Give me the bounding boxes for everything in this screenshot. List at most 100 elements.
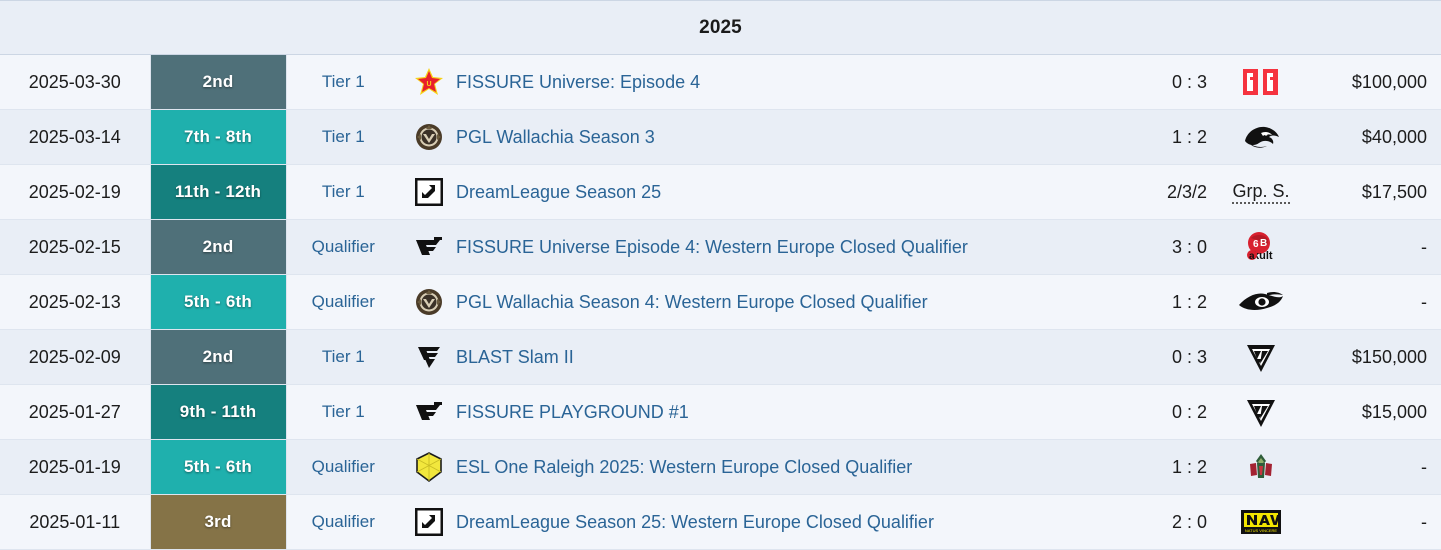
cell-date: 2025-02-19 <box>0 164 151 220</box>
tournament-results-table: 2025-03-30 2nd Tier 1 U FISSURE Universe: … <box>0 55 1441 550</box>
cell-date: 2025-02-13 <box>0 274 151 330</box>
cell-event: DreamLeague Season 25: Western Europe Cl… <box>400 494 1141 550</box>
cell-event: PGL Wallachia Season 4: Western Europe C… <box>400 274 1141 330</box>
cell-score: 0 : 3 <box>1141 55 1211 110</box>
cell-event: PGL Wallachia Season 3 <box>400 109 1141 165</box>
cell-score: 1 : 2 <box>1141 109 1211 165</box>
navi-logo[interactable]: NATUS VINCERE <box>1240 508 1282 536</box>
cell-opponent <box>1211 329 1311 385</box>
svg-text:NATUS VINCERE: NATUS VINCERE <box>1245 528 1277 533</box>
cell-prize: - <box>1311 274 1441 330</box>
results-table-body: 2025-03-30 2nd Tier 1 U FISSURE Universe: … <box>0 55 1441 550</box>
cell-prize: $100,000 <box>1311 55 1441 110</box>
team-secret-logo[interactable] <box>1237 289 1285 315</box>
cell-prize: $17,500 <box>1311 164 1441 220</box>
event-name-link[interactable]: DreamLeague Season 25 <box>456 181 662 202</box>
table-row: 2025-02-13 5th - 6th Qualifier PGL Wallach… <box>0 274 1441 330</box>
event-name-link[interactable]: BLAST Slam II <box>456 346 574 367</box>
table-row: 2025-01-19 5th - 6th Qualifier ESL One Ral… <box>0 439 1441 495</box>
svg-text:U: U <box>426 81 431 88</box>
tier-link[interactable]: Qualifier <box>286 274 400 330</box>
placement-badge: 2nd <box>150 55 286 109</box>
tier-link[interactable]: Qualifier <box>286 219 400 275</box>
event-name-link[interactable]: FISSURE PLAYGROUND #1 <box>456 401 689 422</box>
blast-icon <box>414 342 444 372</box>
placement-badge: 9th - 11th <box>150 385 286 439</box>
table-row: 2025-03-14 7th - 8th Tier 1 PGL Wallachia … <box>0 109 1441 165</box>
placement-badge: 2nd <box>150 330 286 384</box>
fissure-playground-icon <box>414 397 444 427</box>
event-name-link[interactable]: FISSURE Universe Episode 4: Western Euro… <box>456 236 968 257</box>
table-row: 2025-01-11 3rd Qualifier DreamLeague Seaso… <box>0 494 1441 550</box>
event-name-link[interactable]: ESL One Raleigh 2025: Western Europe Clo… <box>456 456 913 477</box>
cell-date: 2025-02-15 <box>0 219 151 275</box>
event-name-link[interactable]: FISSURE Universe: Episode 4 <box>456 71 701 92</box>
cell-placement: 9th - 11th <box>150 384 287 440</box>
cell-score: 0 : 3 <box>1141 329 1211 385</box>
cell-prize: - <box>1311 219 1441 275</box>
cell-event: FISSURE Universe Episode 4: Western Euro… <box>400 219 1141 275</box>
cell-placement: 7th - 8th <box>150 109 287 165</box>
tier-link[interactable]: Qualifier <box>286 494 400 550</box>
fissure-universe-icon: U <box>414 67 444 97</box>
cell-event: BLAST Slam II <box>400 329 1141 385</box>
cell-opponent <box>1211 55 1311 110</box>
cell-score: 2 : 0 <box>1141 494 1211 550</box>
cell-opponent <box>1211 109 1311 165</box>
cell-placement: 2nd <box>150 55 287 110</box>
cell-placement: 2nd <box>150 329 287 385</box>
team-falcons-logo[interactable] <box>1244 395 1278 429</box>
placement-badge: 2nd <box>150 220 286 274</box>
cell-opponent <box>1211 274 1311 330</box>
event-name-link[interactable]: PGL Wallachia Season 3 <box>456 126 655 147</box>
cell-placement: 3rd <box>150 494 287 550</box>
tundra-esports-logo[interactable] <box>1244 451 1278 483</box>
cell-placement: 5th - 6th <box>150 439 287 495</box>
tier-link[interactable]: Tier 1 <box>286 329 400 385</box>
bb-akult-logo[interactable]: 6 B kult a <box>1239 230 1283 264</box>
cell-placement: 5th - 6th <box>150 274 287 330</box>
cell-prize: $150,000 <box>1311 329 1441 385</box>
cell-date: 2025-01-19 <box>0 439 151 495</box>
pgl-wallachia-icon <box>414 287 444 317</box>
table-row: 2025-01-27 9th - 11th Tier 1 FISSURE PLAYG… <box>0 384 1441 440</box>
opponent-abbr[interactable]: Grp. S. <box>1232 181 1290 204</box>
placement-badge: 7th - 8th <box>150 110 286 164</box>
table-row: 2025-03-30 2nd Tier 1 U FISSURE Universe: … <box>0 55 1441 110</box>
event-name-link[interactable]: DreamLeague Season 25: Western Europe Cl… <box>456 511 934 532</box>
svg-text:B: B <box>1260 238 1267 249</box>
year-title: 2025 <box>699 16 742 38</box>
cell-event: FISSURE PLAYGROUND #1 <box>400 384 1141 440</box>
cell-prize: $40,000 <box>1311 109 1441 165</box>
team-spirit-dragon-logo[interactable] <box>1239 121 1283 153</box>
tier-link[interactable]: Tier 1 <box>286 164 400 220</box>
team-falcons-logo[interactable] <box>1244 340 1278 374</box>
tier-link[interactable]: Tier 1 <box>286 55 400 110</box>
tier-link[interactable]: Tier 1 <box>286 384 400 440</box>
cell-score: 3 : 0 <box>1141 219 1211 275</box>
cell-opponent <box>1211 384 1311 440</box>
cell-opponent <box>1211 439 1311 495</box>
svg-text:a: a <box>1249 251 1255 262</box>
tier-link[interactable]: Qualifier <box>286 439 400 495</box>
event-name-link[interactable]: PGL Wallachia Season 4: Western Europe C… <box>456 291 928 312</box>
svg-text:kult: kult <box>1253 250 1273 262</box>
placement-badge: 5th - 6th <box>150 440 286 494</box>
cell-opponent: 6 B kult a <box>1211 219 1311 275</box>
svg-text:6: 6 <box>1253 239 1259 250</box>
cell-date: 2025-03-30 <box>0 55 151 110</box>
cell-opponent: NATUS VINCERE <box>1211 494 1311 550</box>
table-row: 2025-02-09 2nd Tier 1 BLAST Slam II 0 : 3 $… <box>0 329 1441 385</box>
cell-score: 1 : 2 <box>1141 439 1211 495</box>
cell-date: 2025-03-14 <box>0 109 151 165</box>
placement-badge: 11th - 12th <box>150 165 286 219</box>
year-header: 2025 <box>0 0 1441 55</box>
cell-score: 1 : 2 <box>1141 274 1211 330</box>
tier-link[interactable]: Tier 1 <box>286 109 400 165</box>
cell-placement: 11th - 12th <box>150 164 287 220</box>
cell-prize: - <box>1311 494 1441 550</box>
cell-event: ESL One Raleigh 2025: Western Europe Clo… <box>400 439 1141 495</box>
bb-team-logo[interactable] <box>1241 66 1281 98</box>
dreamleague-icon <box>414 177 444 207</box>
